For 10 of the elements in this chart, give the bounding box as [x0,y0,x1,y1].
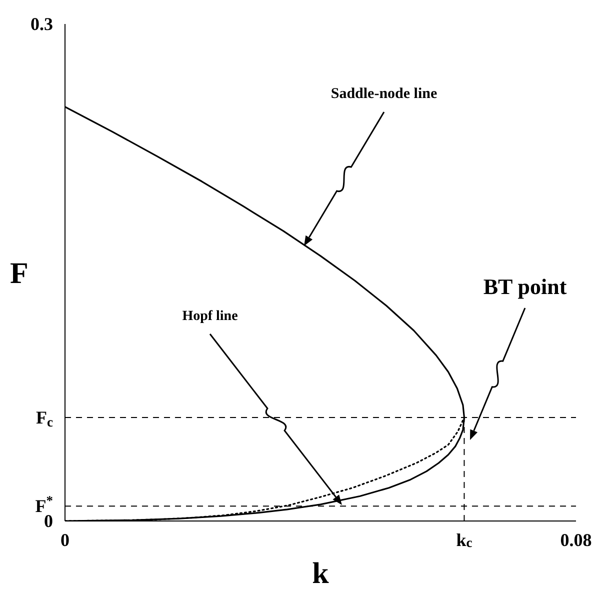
annotation: BT point [483,274,568,299]
x-axis-title: k [312,557,330,590]
x-tick-label: 0.08 [560,530,592,550]
x-tick-label: k$_{c}$ [456,530,472,550]
x-tick-label: 0 [60,530,70,550]
y-axis-title: F [10,257,28,290]
y-tick-label: F$_{c}$ [36,407,53,430]
y-tick-label: 0.3 [30,14,53,34]
annotation: Saddle-node line [330,86,438,102]
annotation: Hopf line [182,309,238,324]
